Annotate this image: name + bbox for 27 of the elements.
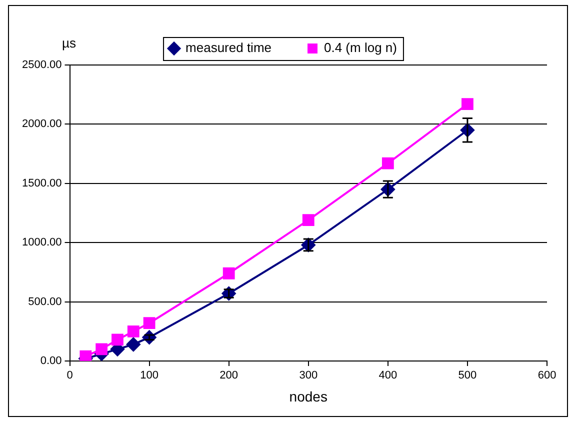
x-tick-label: 0 [66,370,73,382]
x-tick-label: 600 [538,370,556,382]
legend-label: measured time [186,40,272,56]
point [462,98,474,110]
point [302,214,314,226]
point [127,325,140,338]
point [112,334,124,346]
point [96,343,108,356]
point [126,337,140,352]
y-tick-label: 2000.00 [22,118,62,130]
x-tick-label: 400 [378,370,398,382]
point [382,157,394,170]
point [222,267,235,280]
x-tick-label: 300 [299,370,318,382]
x-tick-label: 100 [140,370,158,382]
point [143,317,156,330]
y-axis-title: µs [62,36,76,51]
y-tick-label: 1500.00 [22,177,62,190]
y-tick-label: 0.00 [40,355,62,368]
x-axis-title: nodes [289,388,328,404]
y-tick-label: 1000.00 [22,236,62,249]
y-tick-label: 2500.00 [22,59,62,72]
x-tick-label: 200 [220,370,238,382]
y-tick-label: 500.00 [28,296,62,308]
x-tick-label: 500 [458,370,477,382]
legend-label: 0.4 (m log n) [324,40,397,56]
point [222,286,236,301]
